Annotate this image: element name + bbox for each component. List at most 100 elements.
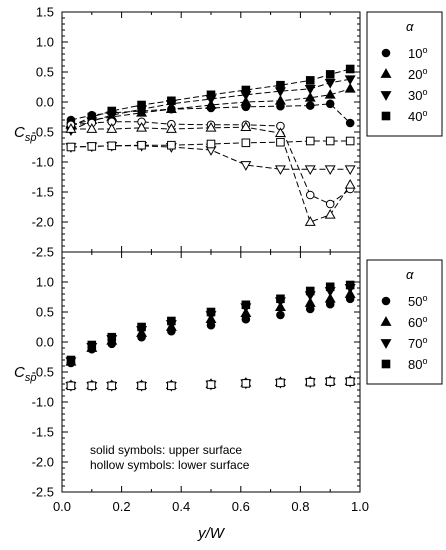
y-tick-label: -0.5 [32,125,54,140]
y-tick-label: -1.5 [32,185,54,200]
data-point [241,300,251,310]
data-point [107,141,117,151]
x-tick-label: 0.8 [291,499,309,514]
data-point [305,136,315,146]
data-point [305,286,315,296]
y-tick-label: 1.5 [36,5,54,20]
x-axis-title: y/W [197,525,226,542]
legend-label: 70o [408,335,427,351]
legend-label: 20o [408,66,427,82]
data-point [325,199,335,209]
data-point [137,322,146,332]
legend-marker [380,91,392,101]
data-point [344,178,356,189]
data-point [167,381,176,391]
data-point [324,165,336,176]
y-tick-label: -2.5 [32,485,54,500]
legend-marker [380,68,392,78]
data-point [206,380,216,389]
y-tick-label: -0.5 [32,365,54,380]
data-point [276,137,285,147]
legend-frame-top [366,11,443,137]
annotation-line-1: solid symbols: upper surface [90,443,242,457]
legend-label: 50o [408,293,427,309]
legend-marker [381,296,391,306]
data-point [240,161,252,171]
data-point [305,190,315,200]
legend-marker [381,359,391,369]
data-point [304,216,316,226]
data-point [274,165,286,176]
legend-frame-bottom [366,259,443,385]
y-tick-label: -1.0 [32,155,54,170]
data-point [240,96,252,106]
data-point [305,76,315,85]
legend-marker [381,111,391,121]
data-point [305,101,315,110]
data-point [304,165,316,176]
data-point [206,307,216,317]
data-point [167,316,176,326]
legend-title-bottom: α [406,267,414,282]
chart-panel-bottom: 1.0 0.5 0.0 -0.5 -1.0 -1.5 -2.0 -2.5 0.0 0.2 0.4 0… [14,251,443,542]
data-point [107,332,117,342]
data-point [325,99,335,109]
data-point [324,88,336,99]
data-point [107,106,117,116]
data-point [137,140,146,150]
y-tick-label: -2.0 [32,455,54,470]
legend-bottom: α 50o 60o 70o 80o [366,259,443,385]
data-point [344,165,356,176]
legend-top: α 10o 20o 30o 40o [366,11,443,137]
data-point [345,118,355,128]
y-tick-label: 0.5 [36,305,54,320]
data-point [86,123,98,133]
y-tick-label: -1.5 [32,425,54,440]
legend-label: 60o [408,314,427,330]
data-point [345,64,355,74]
data-point [274,94,286,105]
legend-label: 40o [408,108,427,124]
data-point [136,121,148,132]
data-point [87,142,97,151]
y-tick-label: 0.0 [36,95,54,110]
y-tick-label: 1.0 [36,275,54,290]
data-point [241,379,251,388]
data-point [165,123,177,133]
data-point [66,355,76,365]
data-point [276,310,285,320]
data-point [325,136,335,146]
data-point [276,80,285,90]
y-tick-label: -2.5 [32,245,54,260]
legend-marker [380,316,392,326]
data-point [205,121,217,132]
data-point [66,381,76,391]
chart-panel-top: 1.5 1.0 0.5 0.0 -0.5 -1.0 -1.5 -2.0 -2.5 Csp α 1… [14,5,443,260]
y-tick-label: 0.0 [36,335,54,350]
data-point [65,123,77,133]
x-ticks: 0.0 0.2 0.4 0.6 0.8 1.0 [53,499,369,514]
legend-marker [380,339,392,349]
series-markers-bottom [65,280,356,392]
series-markers-top [65,64,356,226]
y-tick-label: -1.0 [32,395,54,410]
legend-marker [381,48,391,58]
data-point [344,82,356,93]
y-tick-label: 0.5 [36,65,54,80]
y-ticks-bottom: 1.0 0.5 0.0 -0.5 -1.0 -1.5 -2.0 -2.5 [32,251,361,500]
series-line [70,88,351,126]
data-point [240,121,252,132]
y-axis-title-top: Csp [14,124,36,144]
y-tick-label: 1.0 [36,35,54,50]
annotation-line-2: hollow symbols: lower surface [90,458,250,472]
x-tick-label: 0.4 [172,499,190,514]
data-point [304,91,316,102]
data-point [241,85,251,95]
legend-label: 10o [408,45,427,61]
x-tick-label: 0.6 [232,499,250,514]
data-point [345,377,355,386]
x-tick-label: 0.2 [113,499,131,514]
data-point [137,100,146,110]
legend-label: 30o [408,87,427,103]
y-tick-label: -2.0 [32,215,54,230]
